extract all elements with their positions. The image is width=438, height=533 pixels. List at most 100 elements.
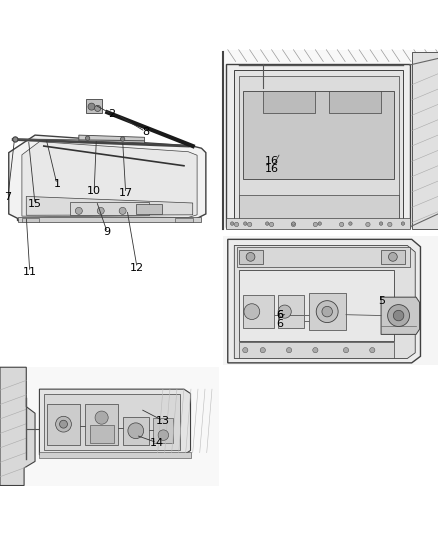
Circle shape bbox=[97, 207, 104, 214]
Circle shape bbox=[243, 348, 248, 353]
Circle shape bbox=[269, 222, 274, 227]
Circle shape bbox=[13, 137, 18, 142]
Bar bbox=[175, 218, 193, 222]
Circle shape bbox=[388, 222, 392, 227]
Polygon shape bbox=[228, 239, 420, 363]
Circle shape bbox=[292, 222, 295, 225]
Circle shape bbox=[370, 348, 375, 353]
Circle shape bbox=[316, 301, 338, 322]
Text: 8: 8 bbox=[142, 127, 149, 136]
Bar bbox=[47, 403, 80, 445]
Text: 9: 9 bbox=[104, 228, 111, 237]
Circle shape bbox=[85, 136, 90, 140]
Polygon shape bbox=[243, 91, 394, 179]
Circle shape bbox=[56, 416, 71, 432]
Bar bbox=[123, 417, 149, 445]
Text: 6: 6 bbox=[276, 310, 283, 320]
Circle shape bbox=[119, 207, 126, 214]
Bar bbox=[70, 201, 149, 215]
Bar bbox=[263, 91, 315, 113]
Circle shape bbox=[75, 207, 82, 214]
Circle shape bbox=[95, 106, 101, 111]
Text: 12: 12 bbox=[130, 263, 144, 273]
Circle shape bbox=[393, 310, 404, 321]
Circle shape bbox=[230, 222, 234, 225]
Bar bbox=[136, 204, 162, 214]
Polygon shape bbox=[86, 99, 102, 113]
Text: 1: 1 bbox=[53, 179, 60, 189]
Bar bbox=[153, 418, 173, 442]
Circle shape bbox=[343, 348, 349, 353]
Circle shape bbox=[349, 222, 352, 225]
Text: 17: 17 bbox=[119, 188, 133, 198]
Text: 6: 6 bbox=[276, 319, 283, 329]
Text: 14: 14 bbox=[150, 438, 164, 448]
Polygon shape bbox=[223, 50, 438, 229]
Bar bbox=[90, 425, 114, 442]
Circle shape bbox=[318, 222, 321, 225]
Polygon shape bbox=[9, 135, 206, 221]
Circle shape bbox=[260, 348, 265, 353]
Polygon shape bbox=[381, 297, 420, 334]
Circle shape bbox=[339, 222, 344, 227]
Polygon shape bbox=[226, 64, 410, 227]
Text: 16: 16 bbox=[265, 164, 279, 174]
Text: 11: 11 bbox=[23, 267, 37, 277]
Circle shape bbox=[234, 222, 239, 227]
Bar bbox=[44, 393, 180, 449]
Circle shape bbox=[322, 306, 332, 317]
Bar bbox=[309, 293, 346, 330]
Circle shape bbox=[246, 253, 255, 261]
Circle shape bbox=[401, 222, 405, 225]
Circle shape bbox=[291, 222, 296, 227]
Polygon shape bbox=[0, 367, 35, 486]
Circle shape bbox=[278, 305, 291, 318]
Bar bbox=[39, 452, 191, 458]
Circle shape bbox=[388, 304, 410, 327]
Bar bbox=[239, 342, 394, 359]
Polygon shape bbox=[79, 135, 145, 143]
Polygon shape bbox=[412, 52, 438, 229]
Bar bbox=[381, 250, 405, 264]
Circle shape bbox=[244, 304, 260, 319]
Circle shape bbox=[88, 103, 95, 110]
Polygon shape bbox=[234, 246, 415, 359]
Bar bbox=[226, 219, 410, 229]
Polygon shape bbox=[226, 221, 410, 228]
Text: 7: 7 bbox=[4, 192, 11, 203]
Circle shape bbox=[158, 430, 169, 440]
Circle shape bbox=[120, 137, 125, 141]
Polygon shape bbox=[18, 217, 201, 222]
Bar bbox=[22, 218, 39, 222]
Polygon shape bbox=[22, 142, 197, 217]
Bar bbox=[328, 91, 381, 113]
Text: 5: 5 bbox=[378, 296, 385, 305]
Text: 15: 15 bbox=[28, 199, 42, 209]
Circle shape bbox=[128, 423, 144, 439]
Circle shape bbox=[244, 222, 247, 225]
Bar bbox=[239, 270, 394, 341]
Circle shape bbox=[313, 348, 318, 353]
Bar bbox=[239, 250, 263, 264]
Bar bbox=[237, 247, 410, 266]
Text: 2: 2 bbox=[108, 109, 115, 119]
Text: 16: 16 bbox=[265, 156, 279, 166]
Bar bbox=[239, 195, 399, 219]
Bar bbox=[278, 295, 304, 328]
Circle shape bbox=[366, 222, 370, 227]
Circle shape bbox=[286, 348, 292, 353]
Polygon shape bbox=[234, 70, 403, 223]
Text: 13: 13 bbox=[156, 416, 170, 426]
Circle shape bbox=[60, 420, 67, 428]
Polygon shape bbox=[39, 389, 191, 455]
Polygon shape bbox=[223, 236, 438, 365]
Polygon shape bbox=[0, 367, 219, 486]
Circle shape bbox=[379, 222, 383, 225]
Circle shape bbox=[247, 222, 252, 227]
Circle shape bbox=[389, 253, 397, 261]
Text: 10: 10 bbox=[87, 186, 101, 196]
Polygon shape bbox=[26, 197, 193, 215]
Bar bbox=[85, 403, 118, 445]
Polygon shape bbox=[239, 76, 399, 219]
Circle shape bbox=[95, 411, 108, 424]
